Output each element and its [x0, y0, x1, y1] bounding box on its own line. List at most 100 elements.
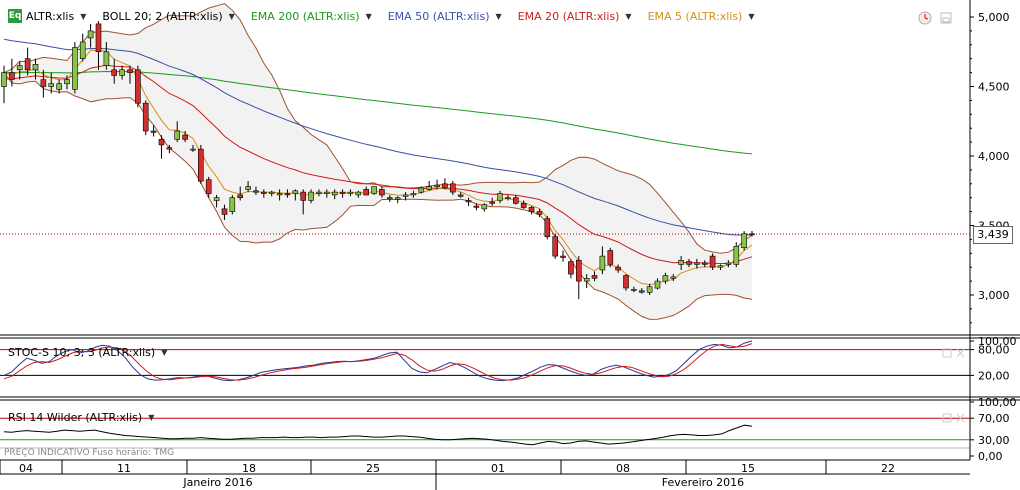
- candle: [473, 203, 480, 211]
- candle-body: [568, 261, 574, 275]
- legend-item-ema200[interactable]: EMA 200 (ALTR:xlis) ▼: [251, 10, 372, 23]
- candle-body: [1, 72, 7, 87]
- candle: [575, 256, 582, 300]
- candle-body: [284, 193, 291, 196]
- dropdown-arrow-icon[interactable]: ▼: [625, 11, 632, 21]
- candle: [646, 283, 653, 295]
- candle: [127, 65, 133, 84]
- candle: [64, 75, 70, 90]
- rsi-line: [3, 424, 753, 446]
- dropdown-arrow-icon[interactable]: ▼: [161, 348, 168, 357]
- x-tick-label: 25: [366, 462, 380, 475]
- candle: [449, 181, 456, 195]
- candle: [95, 21, 102, 70]
- candle: [623, 274, 629, 291]
- candle-body: [426, 186, 433, 190]
- candle-body: [355, 191, 362, 196]
- legend-item-symbol[interactable]: ALTR:xlis ▼: [26, 10, 86, 23]
- candle-body: [615, 266, 621, 271]
- candle-body: [229, 197, 236, 212]
- candle-body: [95, 23, 102, 52]
- candle-body: [260, 191, 267, 194]
- candle: [331, 189, 338, 200]
- dropdown-arrow-icon[interactable]: ▼: [148, 413, 155, 422]
- dropdown-arrow-icon[interactable]: ▼: [228, 11, 235, 21]
- x-tick-label: 15: [741, 462, 755, 475]
- legend-label: EMA 200 (ALTR:xlis): [250, 9, 360, 23]
- stoch-K-line: [3, 340, 753, 382]
- candle: [48, 72, 55, 94]
- candle: [87, 23, 94, 48]
- candle: [568, 258, 574, 279]
- candle: [300, 189, 307, 215]
- candle: [284, 189, 291, 198]
- candle: [678, 256, 684, 270]
- candle-body: [631, 289, 637, 291]
- candle-body: [379, 189, 385, 196]
- candle: [245, 181, 251, 193]
- pane-controls-icon[interactable]: [942, 347, 966, 359]
- candle-body: [583, 277, 590, 282]
- candle: [119, 65, 125, 80]
- legend-item-ema5[interactable]: EMA 5 (ALTR:xlis) ▼: [648, 10, 755, 23]
- candle-body: [623, 275, 629, 289]
- legend-label: EMA 5 (ALTR:xlis): [647, 9, 743, 23]
- candle: [654, 278, 661, 290]
- x-tick-label: 01: [491, 462, 505, 475]
- candle-body: [205, 179, 212, 194]
- candle: [221, 204, 228, 220]
- candle-body: [646, 286, 653, 293]
- legend-label: ALTR:xlis: [26, 9, 75, 23]
- candle: [1, 65, 7, 104]
- clock-icon[interactable]: [918, 11, 932, 25]
- candle: [442, 178, 448, 190]
- candle-body: [292, 190, 299, 194]
- dropdown-arrow-icon[interactable]: ▼: [495, 11, 502, 21]
- candle-body: [505, 197, 511, 199]
- candle: [465, 197, 472, 207]
- dropdown-arrow-icon[interactable]: ▼: [365, 11, 372, 21]
- y-tick-label: 3,000: [978, 289, 1010, 302]
- candle: [56, 79, 62, 94]
- candle: [583, 274, 590, 289]
- candle-body: [449, 183, 456, 193]
- candle: [717, 264, 724, 270]
- candle-body: [512, 197, 519, 204]
- ema5-line: [3, 49, 753, 286]
- candle-body: [150, 130, 157, 133]
- y-tick-label: 30,00: [978, 434, 1010, 447]
- rsi-legend[interactable]: RSI 14 Wilder (ALTR:xlis) ▼: [8, 411, 154, 424]
- candle-body: [654, 280, 661, 289]
- candle-body: [402, 194, 409, 197]
- legend-item-ema50[interactable]: EMA 50 (ALTR:xlis) ▼: [388, 10, 502, 23]
- candle: [142, 100, 149, 136]
- y-tick-label: 4,500: [978, 81, 1010, 94]
- pane-controls-icon[interactable]: [942, 412, 966, 424]
- candle: [339, 189, 346, 198]
- candle: [260, 189, 267, 198]
- dropdown-arrow-icon[interactable]: ▼: [80, 11, 87, 21]
- y-tick-label: 20,00: [978, 369, 1010, 382]
- candle: [237, 186, 243, 201]
- candle: [32, 58, 39, 80]
- legend-label: EMA 50 (ALTR:xlis): [387, 9, 490, 23]
- candle: [182, 130, 188, 143]
- stoch-D-line: [3, 343, 753, 381]
- candle-body: [520, 203, 527, 208]
- candle-body: [442, 183, 448, 189]
- legend-item-ema20[interactable]: EMA 20 (ALTR:xlis) ▼: [518, 10, 632, 23]
- candle: [709, 253, 716, 270]
- dropdown-arrow-icon[interactable]: ▼: [748, 11, 755, 21]
- candle-body: [599, 255, 606, 271]
- stochastic-legend[interactable]: STOC-S 10; 3; 3 (ALTR:xlis) ▼: [8, 346, 167, 359]
- y-tick-label: 100,00: [978, 396, 1017, 409]
- candle-body: [544, 218, 551, 238]
- candle: [426, 181, 433, 191]
- save-icon[interactable]: [940, 12, 952, 24]
- candle-body: [111, 69, 117, 76]
- candle: [512, 194, 519, 205]
- legend-item-boll[interactable]: BOLL 20; 2 (ALTR:xlis) ▼: [102, 10, 234, 23]
- candle-body: [323, 191, 330, 194]
- candle-body: [245, 186, 251, 190]
